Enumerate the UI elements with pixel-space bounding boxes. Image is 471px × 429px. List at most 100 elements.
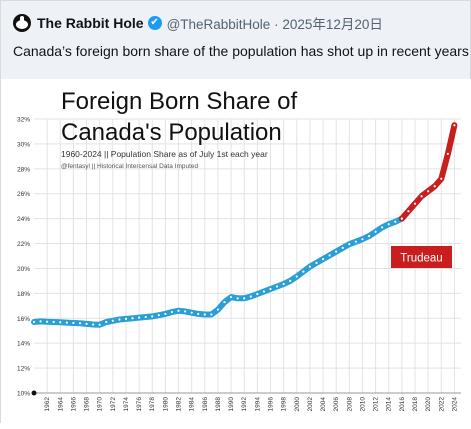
data-point <box>407 210 410 213</box>
data-point <box>440 177 443 180</box>
data-point <box>236 297 239 300</box>
data-point <box>387 223 390 226</box>
y-tick-label: 20% <box>17 266 30 273</box>
chart-title-line2: Canada's Population <box>61 119 282 146</box>
data-point <box>32 320 36 324</box>
handle-and-date[interactable]: @TheRabbitHole · 2025年12月20日 <box>166 17 383 32</box>
data-point <box>289 279 292 283</box>
trudeau-annotation-label: Trudeau <box>400 253 442 265</box>
data-point <box>427 190 430 193</box>
data-point <box>85 322 88 325</box>
x-tick-label: 1978 <box>149 397 156 412</box>
x-tick-label: 2020 <box>425 397 432 412</box>
data-point <box>59 321 62 324</box>
x-tick-label: 2014 <box>386 397 393 412</box>
data-point <box>453 124 456 127</box>
data-point <box>151 315 154 318</box>
data-point <box>105 320 108 324</box>
data-point <box>354 240 357 243</box>
tweet-header: The Rabbit Hole ✔ @TheRabbitHole · 2025年… <box>13 13 462 33</box>
x-tick-label: 1962 <box>44 397 51 412</box>
y-tick-label: 30% <box>17 141 30 148</box>
y-tick-label: 24% <box>17 216 30 223</box>
trudeau-annotation-box <box>391 246 452 268</box>
data-point <box>308 265 312 268</box>
y-tick-label: 32% <box>17 117 30 124</box>
data-point <box>275 285 279 288</box>
data-point <box>374 230 377 233</box>
data-point <box>72 321 75 325</box>
tweet-text: Canada’s foreign born share of the popul… <box>13 43 469 59</box>
data-point <box>348 243 351 246</box>
data-point <box>315 261 318 264</box>
x-tick-label: 1984 <box>189 397 196 412</box>
x-axis-ticks: 1962 1964 1966 1968 1970 1972 1974 1976 1978 1980… <box>44 397 458 412</box>
data-point <box>328 254 331 257</box>
x-tick-label: 2016 <box>399 397 406 412</box>
data-point <box>190 311 193 314</box>
data-point <box>131 317 134 320</box>
x-tick-label: 1986 <box>202 397 209 412</box>
data-point <box>381 226 384 229</box>
data-point <box>124 317 128 320</box>
data-point <box>249 295 252 298</box>
data-point <box>170 310 174 314</box>
x-tick-label: 2000 <box>294 397 301 412</box>
axis-origin-dot <box>31 390 37 396</box>
trudeau-annotation: Trudeau <box>391 246 452 268</box>
chart-image[interactable]: 10% 12% 14% 16% 18% 20% 22% 24% 26% 28% 30% 32% 196… <box>1 79 471 424</box>
data-point <box>302 270 305 273</box>
data-point <box>400 217 403 220</box>
data-point <box>78 322 82 325</box>
y-tick-label: 14% <box>17 341 30 348</box>
data-point <box>46 320 49 323</box>
x-tick-label: 2008 <box>346 397 353 412</box>
data-point <box>144 315 147 319</box>
data-point <box>394 220 397 223</box>
data-point <box>210 313 213 316</box>
x-tick-label: 2022 <box>438 397 445 412</box>
data-point <box>420 195 423 198</box>
data-point <box>433 185 436 188</box>
data-point <box>92 323 95 326</box>
x-tick-label: 2004 <box>320 397 327 412</box>
data-point <box>65 321 68 324</box>
y-tick-label: 16% <box>17 316 30 323</box>
data-point <box>269 287 272 291</box>
y-tick-label: 28% <box>17 166 30 173</box>
x-tick-label: 1994 <box>254 397 261 412</box>
x-tick-label: 1996 <box>267 397 274 412</box>
data-point <box>197 312 200 316</box>
chart-title-line1: Foreign Born Share of <box>61 88 297 115</box>
data-point <box>177 309 180 312</box>
series-points <box>32 124 456 326</box>
data-point <box>183 310 187 313</box>
x-tick-label: 1982 <box>176 397 183 412</box>
x-tick-label: 1972 <box>110 397 117 412</box>
x-tick-label: 1990 <box>228 397 235 412</box>
data-point <box>341 246 344 250</box>
verified-check-icon: ✔ <box>147 16 162 30</box>
y-tick-label: 10% <box>17 391 30 398</box>
author-name[interactable]: The Rabbit Hole <box>37 15 144 31</box>
x-tick-label: 1992 <box>241 397 248 412</box>
y-axis-ticks: 10% 12% 14% 16% 18% 20% 22% 24% 26% 28% 30% 32% <box>17 117 30 398</box>
data-point <box>203 313 206 316</box>
data-point <box>216 308 220 311</box>
data-point <box>361 238 364 241</box>
data-point <box>164 312 167 316</box>
x-tick-label: 2006 <box>333 397 340 412</box>
rabbit-avatar-icon[interactable] <box>13 14 31 32</box>
chart-subtitle: 1960-2024 || Population Share as of July… <box>61 149 268 159</box>
x-tick-label: 1980 <box>162 397 169 412</box>
x-tick-label: 2024 <box>451 397 458 412</box>
x-tick-label: 1968 <box>84 397 91 412</box>
y-tick-label: 18% <box>17 291 30 298</box>
data-point <box>138 316 141 319</box>
data-point <box>446 152 449 155</box>
data-point <box>335 250 338 253</box>
data-point <box>262 290 266 293</box>
data-point <box>157 314 160 317</box>
line-chart: 10% 12% 14% 16% 18% 20% 22% 24% 26% 28% 30% 32% 196… <box>17 88 461 412</box>
